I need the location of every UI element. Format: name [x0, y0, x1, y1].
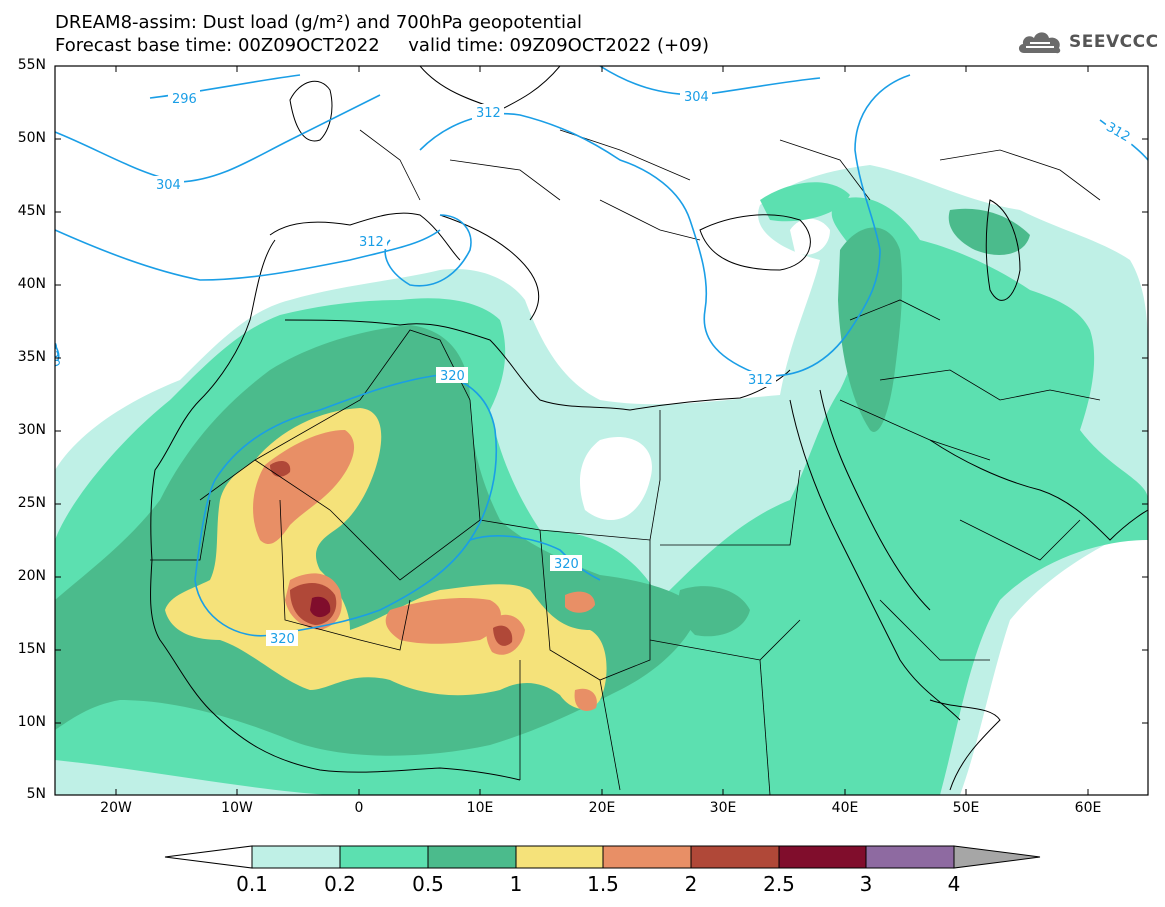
contour-label: 320 — [43, 342, 62, 369]
colorbar-bin — [778, 845, 867, 869]
lat-label: 25N — [17, 495, 46, 511]
lon-label: 20W — [100, 800, 132, 816]
contour-label: 320 — [270, 632, 295, 647]
lat-label: 40N — [17, 276, 46, 292]
contour-label: 320 — [554, 557, 579, 572]
lon-label: 50E — [952, 800, 980, 816]
colorbar-bin — [602, 845, 692, 869]
colorbar-bin — [427, 845, 517, 869]
colorbar — [164, 845, 1041, 869]
colorbar-label: 0.2 — [324, 872, 356, 896]
lon-label: 10W — [221, 800, 253, 816]
colorbar-label: 3 — [859, 872, 873, 896]
map-title: DREAM8-assim: Dust load (g/m²) and 700hP… — [55, 12, 582, 33]
colorbar-label: 4 — [947, 872, 961, 896]
lat-label: 15N — [17, 641, 46, 657]
colorbar-bin — [865, 845, 955, 869]
logo-text: SEEVCCC — [1069, 32, 1159, 52]
lon-label: 10E — [466, 800, 494, 816]
forecast-time-line: Forecast base time: 00Z09OCT2022 valid t… — [55, 35, 709, 56]
lon-label: 0 — [354, 800, 364, 816]
lat-label: 20N — [17, 568, 46, 584]
seevccc-logo: SEEVCCC — [1016, 26, 1159, 58]
colorbar-high-arrow — [953, 845, 1041, 869]
cloud-icon — [1018, 32, 1061, 54]
lat-label: 30N — [17, 422, 46, 438]
contour-label-group: 296 304 304 312 312 312 312 320 320 320 … — [43, 88, 1138, 647]
colorbar-label: 2 — [684, 872, 698, 896]
lat-label: 45N — [17, 203, 46, 219]
lon-label: 40E — [831, 800, 859, 816]
contour-label: 320 — [440, 369, 465, 384]
contour-label: 304 — [684, 90, 709, 105]
coastlines — [149, 66, 1148, 791]
geopotential-contours — [55, 66, 1148, 637]
lat-label: 5N — [26, 786, 46, 802]
colorbar-label: 0.5 — [412, 872, 444, 896]
colorbar-label: 0.1 — [236, 872, 268, 896]
colorbar-bin — [339, 845, 429, 869]
lon-label: 30E — [709, 800, 737, 816]
colorbar-bin — [251, 845, 341, 869]
contour-label: 312 — [476, 106, 501, 121]
axis-ticks — [55, 65, 1148, 795]
contour-label: 312 — [359, 235, 384, 250]
lon-label: 60E — [1074, 800, 1102, 816]
colorbar-label: 1.5 — [587, 872, 619, 896]
contour-label: 312 — [748, 373, 773, 388]
lat-label: 55N — [17, 57, 46, 73]
colorbar-low-arrow — [164, 845, 253, 869]
dust-level-2-5 — [310, 596, 331, 618]
colorbar-label: 2.5 — [763, 872, 795, 896]
contour-label: 304 — [156, 178, 181, 193]
colorbar-label: 1 — [509, 872, 523, 896]
lat-label: 10N — [17, 714, 46, 730]
lat-label: 50N — [17, 130, 46, 146]
contour-label: 296 — [172, 92, 197, 107]
colorbar-bin — [690, 845, 780, 869]
lon-label: 20E — [588, 800, 616, 816]
colorbar-bin — [515, 845, 604, 869]
lat-label: 35N — [17, 349, 46, 365]
country-borders — [150, 129, 1101, 795]
